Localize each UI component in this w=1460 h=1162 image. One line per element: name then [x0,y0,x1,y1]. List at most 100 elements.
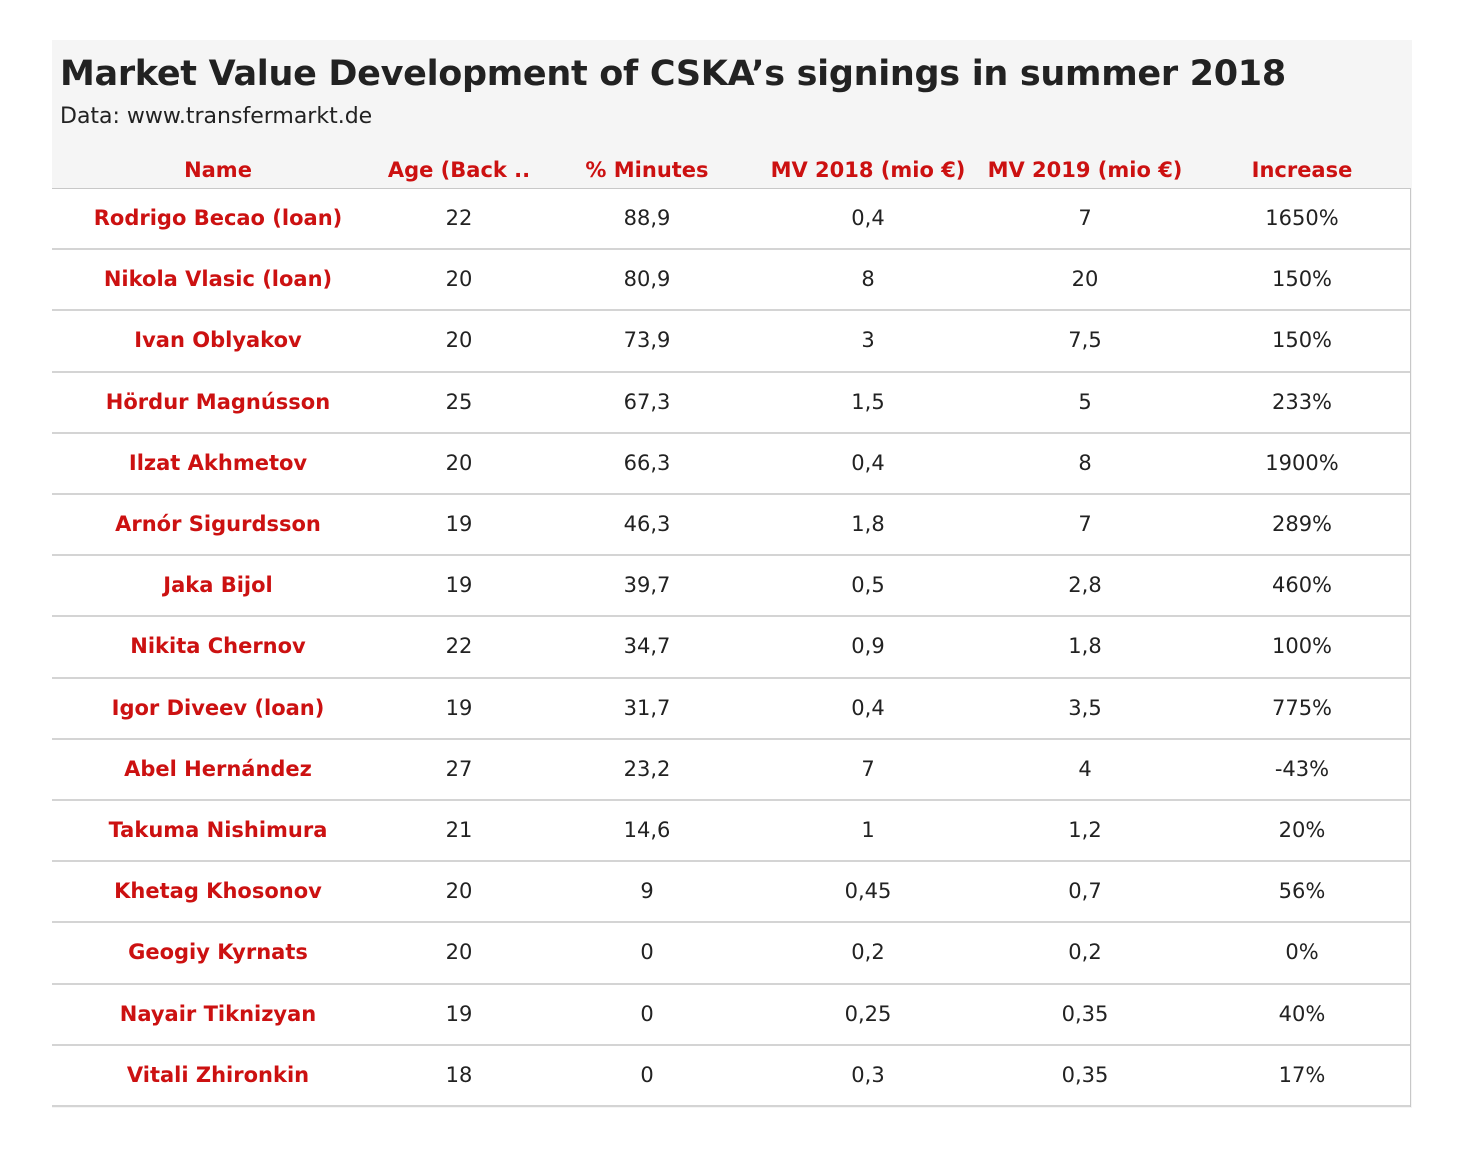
table-row[interactable]: Nikola Vlasic (loan) 20 80,9 8 20 150% [52,250,1410,312]
cell-name[interactable]: Arnór Sigurdsson [115,512,321,536]
table-row[interactable]: Takuma Nishimura 21 14,6 1 1,2 20% [52,801,1410,863]
cell-mv-2019: 20 [1071,267,1099,292]
table-row[interactable]: Hördur Magnússon 25 67,3 1,5 5 233% [52,373,1410,434]
cell-mv-2018: 7 [861,756,875,781]
table-row[interactable]: Jaka Bijol 19 39,7 0,5 2,8 460% [52,556,1410,618]
cell-name[interactable]: Nikola Vlasic (loan) [103,267,333,292]
cell-name[interactable]: Nikita Chernov [130,634,306,659]
cell-minutes: 0 [640,1001,654,1026]
cell-mv-2019: 4 [1078,756,1092,781]
cell-mv-2018: 0,4 [851,206,885,230]
cell-name[interactable]: Takuma Nishimura [108,818,328,842]
column-header-mv-2019[interactable]: MV 2019 (mio €) [987,158,1183,182]
cell-mv-2019: 7 [1078,512,1092,536]
column-header-minutes[interactable]: % Minutes [585,158,709,182]
cell-minutes: 46,3 [623,512,671,536]
cell-mv-2019: 0,35 [1061,1062,1109,1087]
chart-title: Market Value Development of CSKA’s signi… [60,54,1286,94]
cell-increase: 775% [1271,695,1333,720]
cell-mv-2018: 0,2 [851,940,885,965]
cell-name[interactable]: Khetag Khosonov [114,879,322,904]
cell-minutes: 39,7 [623,573,671,598]
cell-mv-2018: 3 [861,328,875,353]
table-row[interactable]: Nayair Tiknizyan 19 0 0,25 0,35 40% [52,985,1410,1046]
cell-mv-2018: 0,9 [851,634,885,659]
cell-mv-2019: 1,2 [1068,818,1102,842]
cell-mv-2019: 7,5 [1068,328,1102,353]
cell-minutes: 67,3 [623,389,671,414]
cell-mv-2018: 1 [861,818,875,842]
cell-name[interactable]: Abel Hernández [124,756,312,781]
cell-age: 19 [445,512,473,536]
cell-mv-2018: 0,4 [851,695,885,720]
table-row[interactable]: Geogiy Kyrnats 20 0 0,2 0,2 0% [52,923,1410,985]
cell-mv-2019: 1,8 [1068,634,1102,659]
cell-minutes: 9 [640,879,654,904]
cell-increase: 233% [1271,389,1333,414]
cell-minutes: 88,9 [623,206,671,230]
cell-name[interactable]: Rodrigo Becao (loan) [93,206,343,230]
cell-age: 22 [445,206,473,230]
cell-mv-2018: 1,5 [851,389,885,414]
table-row[interactable]: Igor Diveev (loan) 19 31,7 0,4 3,5 775% [52,679,1410,740]
cell-minutes: 0 [640,940,654,965]
cell-increase: 56% [1278,879,1326,904]
table-row[interactable]: Rodrigo Becao (loan) 22 88,9 0,4 7 1650% [52,189,1410,251]
column-header-age[interactable]: Age (Back .. [387,158,531,182]
cell-mv-2019: 7 [1078,206,1092,230]
cell-increase: 100% [1271,634,1333,659]
chart-panel: Market Value Development of CSKA’s signi… [52,40,1412,1108]
cell-minutes: 0 [640,1062,654,1087]
cell-minutes: 34,7 [623,634,671,659]
cell-age: 27 [445,756,473,781]
cell-increase: 17% [1278,1062,1326,1087]
cell-age: 22 [445,634,473,659]
cell-age: 19 [445,1001,473,1026]
table-row[interactable]: Nikita Chernov 22 34,7 0,9 1,8 100% [52,617,1410,679]
cell-increase: -43% [1274,756,1330,781]
cell-mv-2018: 0,5 [851,573,885,598]
cell-name[interactable]: Igor Diveev (loan) [111,695,325,720]
column-header-mv-2018[interactable]: MV 2018 (mio €) [770,158,966,182]
table-row[interactable]: Abel Hernández 27 23,2 7 4 -43% [52,740,1410,801]
cell-increase: 1650% [1265,206,1339,230]
table-row[interactable]: Arnór Sigurdsson 19 46,3 1,8 7 289% [52,495,1410,557]
cell-mv-2019: 3,5 [1068,695,1102,720]
cell-increase: 150% [1271,267,1333,292]
column-header-row: Name Age (Back .. % Minutes MV 2018 (mio… [52,152,1412,188]
cell-age: 19 [445,573,473,598]
table-row[interactable]: Ilzat Akhmetov 20 66,3 0,4 8 1900% [52,434,1410,495]
cell-name[interactable]: Ivan Oblyakov [134,328,302,353]
cell-mv-2019: 0,7 [1068,879,1102,904]
cell-name[interactable]: Jaka Bijol [163,573,273,598]
cell-increase: 460% [1271,573,1333,598]
cell-name[interactable]: Vitali Zhironkin [126,1062,310,1087]
table-row[interactable]: Ivan Oblyakov 20 73,9 3 7,5 150% [52,311,1410,373]
cell-minutes: 66,3 [623,450,671,475]
cell-name[interactable]: Nayair Tiknizyan [119,1001,317,1026]
cell-minutes: 31,7 [623,695,671,720]
cell-mv-2018: 0,3 [851,1062,885,1087]
cell-age: 21 [445,818,473,842]
cell-mv-2018: 0,45 [844,879,892,904]
table-row[interactable]: Vitali Zhironkin 18 0 0,3 0,35 17% [52,1046,1410,1107]
table-row[interactable]: Khetag Khosonov 20 9 0,45 0,7 56% [52,862,1410,924]
cell-minutes: 23,2 [623,756,671,781]
cell-mv-2018: 1,8 [851,512,885,536]
cell-age: 19 [445,695,473,720]
cell-minutes: 80,9 [623,267,671,292]
cell-name[interactable]: Ilzat Akhmetov [128,450,308,475]
cell-name[interactable]: Geogiy Kyrnats [128,940,308,965]
column-header-name[interactable]: Name [184,158,252,182]
cell-mv-2018: 0,25 [844,1001,892,1026]
chart-subtitle: Data: www.transfermarkt.de [60,104,373,129]
cell-mv-2018: 0,4 [851,450,885,475]
cell-mv-2019: 0,35 [1061,1001,1109,1026]
cell-increase: 0% [1285,940,1319,965]
cell-minutes: 73,9 [623,328,671,353]
cell-increase: 40% [1278,1001,1326,1026]
cell-mv-2019: 0,2 [1068,940,1102,965]
cell-mv-2019: 5 [1078,389,1092,414]
column-header-increase[interactable]: Increase [1251,158,1353,182]
cell-name[interactable]: Hördur Magnússon [105,389,331,414]
